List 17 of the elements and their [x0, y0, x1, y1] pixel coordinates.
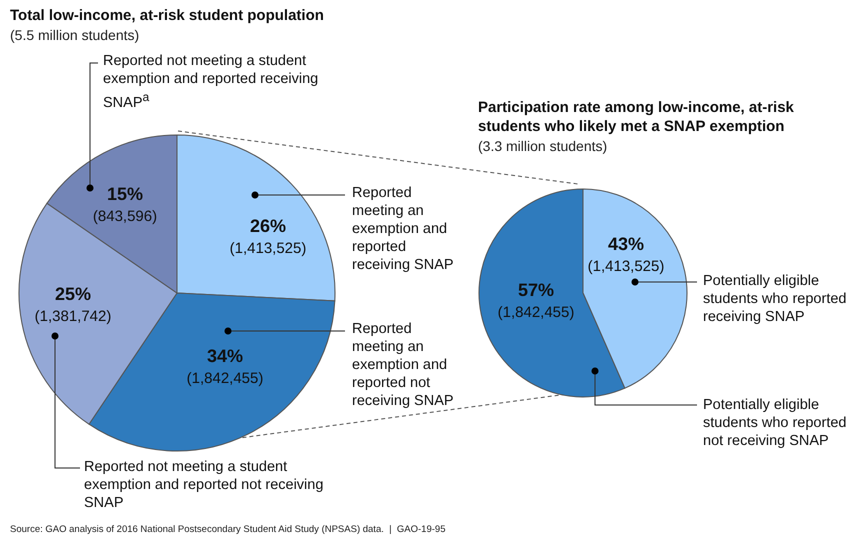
- slice-label: Reported meeting an exemption and reported receiving SNAP: [352, 184, 455, 274]
- chart-subtitle: (3.3 million students): [478, 138, 608, 154]
- data-label: 15% (843,596): [92, 184, 158, 225]
- slice-label: Potentially eligible students who reported not receiving SNAP: [703, 396, 848, 450]
- data-label: 26% (1,413,525): [230, 216, 306, 257]
- chart-title: Total low-income, at-risk student population: [10, 6, 325, 25]
- slice-label: Reported not meeting a student exemption and reported not receiving SNAP: [84, 458, 324, 512]
- data-label: 57% (1,842,455): [498, 280, 574, 321]
- chart-title: Participation rate among low-income, at-risk students who likely met a SNAP exemption: [478, 98, 795, 136]
- slice-label: Reported meeting an exemption and reported not receiving SNAP: [352, 320, 455, 410]
- data-label: 25% (1,381,742): [34, 284, 112, 325]
- chart-subtitle: (5.5 million students): [10, 27, 140, 43]
- slice-label: Potentially eligible students who reported receiving SNAP: [703, 272, 848, 326]
- slice-label: Reported not meeting a student exemption and reported receiving SNAP$^{a}$: [103, 52, 320, 112]
- data-label: 34% (1,842,455): [186, 346, 264, 387]
- data-label: 43% (1,413,525): [588, 234, 664, 275]
- source-note: Source: GAO analysis of 2016 National Postsecondary Student Aid Study (NPSAS) data. | GAO-19-95: [10, 524, 446, 535]
